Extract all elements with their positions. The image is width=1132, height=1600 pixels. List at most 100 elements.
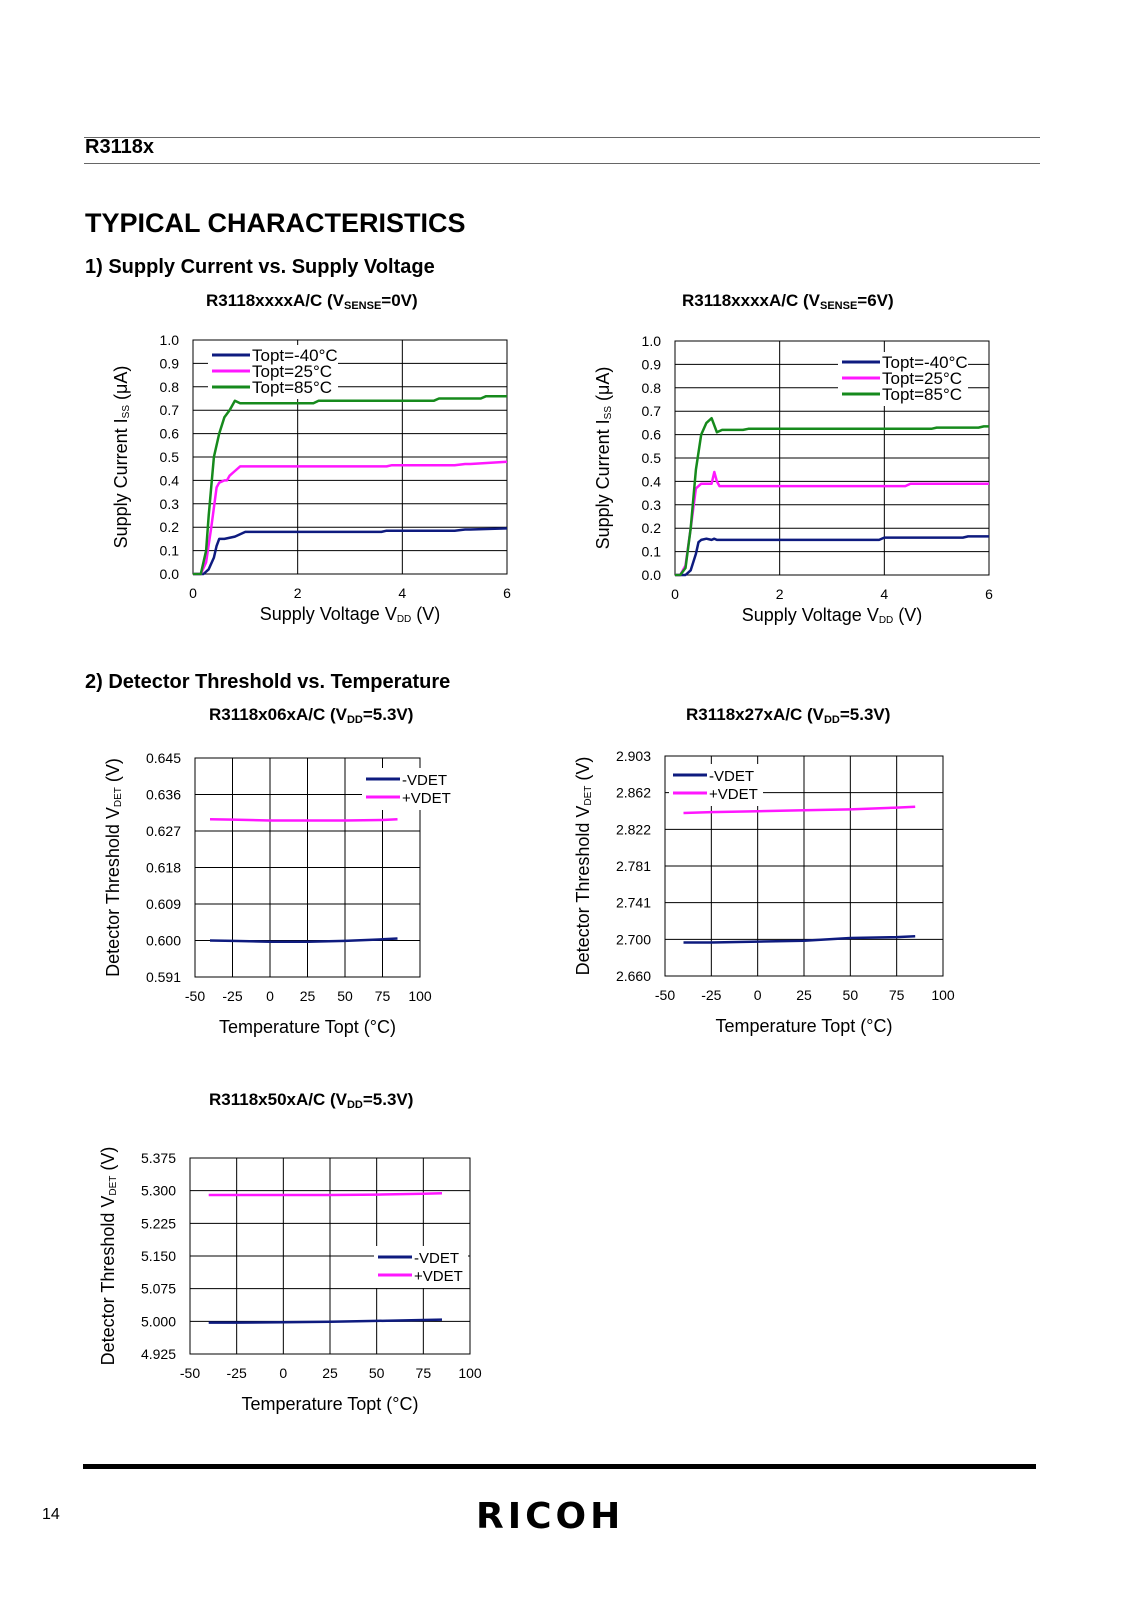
x-tick-label: -50 [180,1365,200,1381]
x-tick-label: -25 [222,988,242,1004]
y-tick-label: 0.7 [642,403,662,419]
legend-label: Topt=85°C [882,385,962,404]
y-tick-label: 4.925 [141,1346,176,1362]
x-tick-label: 0 [279,1365,287,1381]
x-tick-label: 50 [337,988,353,1004]
plot-frame [194,757,421,978]
y-tick-label: 0.636 [146,787,181,803]
y-axis-label: Detector Threshold VDET (V) [573,757,594,976]
y-tick-label: 0.600 [146,933,181,949]
legend-label: -VDET [402,772,447,789]
chart-2-title: R3118xxxxA/C (VSENSE=6V) [682,291,894,312]
y-tick-label: 5.375 [141,1150,176,1166]
x-tick-label: -50 [655,987,675,1003]
y-tick-label: 0.5 [642,450,662,466]
plot-frame [189,1157,471,1355]
y-tick-label: 2.741 [616,895,651,911]
section-1-title: 1) Supply Current vs. Supply Voltage [85,256,435,278]
y-tick-label: 5.000 [141,1313,176,1329]
x-tick-label: 25 [796,987,812,1003]
legend-label: Topt=-40°C [882,353,968,372]
x-tick-label: 0 [266,988,274,1004]
y-tick-label: 0.8 [160,379,180,395]
y-tick-label: 0.609 [146,896,181,912]
y-tick-label: 0.0 [160,566,180,582]
x-tick-label: 75 [889,987,905,1003]
y-tick-label: 2.903 [616,748,651,764]
y-tick-label: 1.0 [160,332,180,348]
y-tick-label: 2.660 [616,968,651,984]
y-tick-label: 2.862 [616,785,651,801]
y-tick-label: 5.300 [141,1183,176,1199]
y-tick-label: 2.781 [616,858,651,874]
header-rule-top [84,137,1040,138]
plot-frame [664,755,944,977]
y-axis-label: Detector Threshold VDET (V) [103,758,124,977]
y-tick-label: 0.6 [160,426,180,442]
y-tick-label: 2.700 [616,931,651,947]
legend-label: +VDET [709,786,758,803]
legend-background [669,764,763,806]
y-tick-label: 0.3 [160,496,180,512]
y-tick-label: 0.2 [160,519,180,535]
series-line-3 [675,416,989,577]
legend-label: -VDET [414,1250,459,1267]
series-line-1 [675,535,989,577]
y-axis-label: Supply Current ISS (μA) [593,367,614,550]
product-name: R3118x [85,136,154,158]
y-tick-label: 2.822 [616,821,651,837]
x-tick-label: 6 [503,585,511,601]
page-number: 14 [42,1506,60,1523]
page-title: TYPICAL CHARACTERISTICS [85,208,466,238]
footer-rule [83,1464,1036,1469]
header-rule-bottom [84,163,1040,164]
legend-background [374,1246,468,1288]
x-tick-label: 2 [776,586,784,602]
chart-4-title: R3118x27xA/C (VDD=5.3V) [686,705,891,726]
ricoh-logo: RICOH [476,1496,625,1537]
x-axis-label: Temperature Topt (°C) [219,1017,396,1037]
x-tick-label: 100 [408,988,432,1004]
y-tick-label: 0.618 [146,860,181,876]
legend-label: Topt=85°C [252,378,332,397]
legend-label: +VDET [402,790,451,807]
x-tick-label: 50 [843,987,859,1003]
x-tick-label: 100 [931,987,955,1003]
y-tick-label: 5.075 [141,1281,176,1297]
plot-frame [192,339,508,575]
series-line-1 [208,1318,443,1324]
series-line-2 [209,817,398,822]
x-tick-label: 75 [416,1365,432,1381]
chart-1-title: R3118xxxxA/C (VSENSE=0V) [206,291,418,312]
x-tick-label: 75 [375,988,391,1004]
legend-label: Topt=25°C [882,369,962,388]
legend-label: Topt=-40°C [252,346,338,365]
y-tick-label: 0.627 [146,823,181,839]
x-tick-label: -50 [185,988,205,1004]
x-tick-label: 0 [754,987,762,1003]
series-line-1 [209,937,398,943]
series-line-2 [683,805,916,815]
x-axis-label: Temperature Topt (°C) [242,1394,419,1414]
chart-5-title: R3118x50xA/C (VDD=5.3V) [209,1090,414,1111]
x-tick-label: 4 [398,585,406,601]
x-axis-label: Supply Voltage VDD (V) [742,605,923,626]
y-tick-label: 5.225 [141,1215,176,1231]
y-tick-label: 5.150 [141,1248,176,1264]
legend-background [362,768,456,810]
section-2-title: 2) Detector Threshold vs. Temperature [85,671,451,693]
y-axis-label: Detector Threshold VDET (V) [98,1147,119,1366]
x-tick-label: 2 [294,585,302,601]
legend-label: -VDET [709,768,754,785]
x-axis-label: Temperature Topt (°C) [716,1016,893,1036]
y-tick-label: 0.591 [146,969,181,985]
x-tick-label: 4 [880,586,888,602]
y-axis-label: Supply Current ISS (μA) [111,366,132,549]
y-tick-label: 0.6 [642,427,662,443]
x-tick-label: 0 [189,585,197,601]
